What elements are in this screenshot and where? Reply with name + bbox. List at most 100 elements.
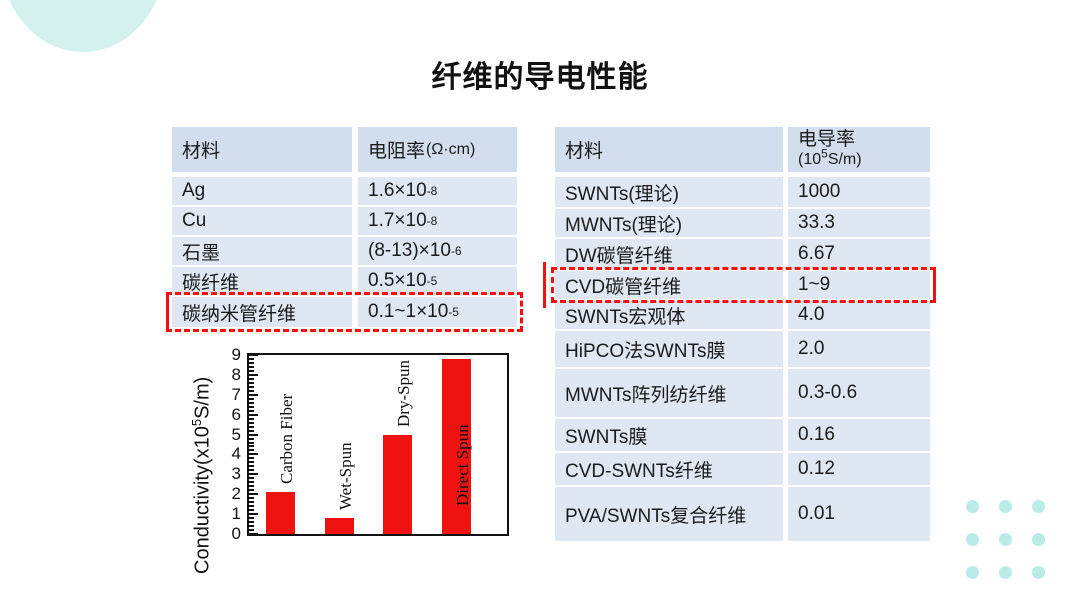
- minor-tick: [249, 417, 254, 420]
- resistivity-value-cell: (8-13)×10 -6: [358, 237, 517, 265]
- major-tick: [249, 393, 258, 396]
- resistivity-header-value: 电阻率 (Ω·cm): [358, 127, 517, 172]
- resistivity-value-cell: 0.5×10 -5: [358, 267, 517, 295]
- conductivity-value-cell: 0.01: [788, 487, 930, 541]
- major-tick: [249, 473, 258, 476]
- minor-tick: [249, 457, 254, 460]
- conductivity-material-cell: PVA/SWNTs复合纤维: [555, 487, 783, 541]
- minor-tick: [249, 397, 254, 400]
- conductivity-bar-chart: Conductivity(x105S/m) 0 1 2 3 4 5 6 7 8 9 Carbon F…: [183, 336, 528, 574]
- conductivity-value-cell: 0.16: [788, 419, 930, 451]
- y-tick-label: 7: [231, 384, 241, 404]
- conductivity-material-cell: SWNTs膜: [555, 419, 783, 451]
- decorative-dot: [1032, 500, 1045, 513]
- y-tick-label: 6: [231, 404, 241, 424]
- y-tick-label: 2: [231, 484, 241, 504]
- conductivity-value-cell: 1000: [788, 177, 930, 207]
- minor-tick: [249, 409, 254, 412]
- minor-tick: [249, 509, 254, 512]
- minor-tick: [249, 461, 254, 464]
- bar-dry-spun: [383, 434, 413, 534]
- minor-tick: [249, 469, 254, 472]
- resistivity-table-header: 材料 电阻率 (Ω·cm): [172, 127, 517, 172]
- major-tick: [249, 354, 258, 356]
- category-label: Carbon Fiber: [276, 394, 296, 485]
- resistivity-material-cell: Ag: [172, 177, 352, 205]
- resistivity-material-cell: Cu: [172, 207, 352, 235]
- conductivity-material-cell: MWNTs(理论): [555, 209, 783, 237]
- conductivity-value-cell: 4.0: [788, 301, 930, 329]
- conductivity-header-material: 材料: [555, 127, 783, 172]
- minor-tick: [249, 389, 254, 392]
- decorative-dot: [999, 533, 1012, 546]
- minor-tick: [249, 465, 254, 468]
- minor-tick: [249, 445, 254, 448]
- resistivity-header-value-unit: (Ω·cm): [426, 140, 476, 158]
- conductivity-row: CVD-SWNTs纤维 0.12: [555, 453, 930, 485]
- major-tick: [249, 413, 258, 416]
- conductivity-row: DW碳管纤维 6.67: [555, 239, 930, 269]
- conductivity-header-value-line1: 电导率: [798, 128, 856, 150]
- conductivity-material-cell: SWNTs宏观体: [555, 301, 783, 329]
- conductivity-header-value: 电导率 (105S/m): [788, 127, 930, 172]
- minor-tick: [249, 529, 254, 532]
- conductivity-value-cell: 2.0: [788, 331, 930, 367]
- conductivity-material-cell: CVD碳管纤维: [555, 271, 783, 299]
- decorative-circle-topleft: [2, 0, 164, 52]
- minor-tick: [249, 377, 254, 380]
- resistivity-value-cell: 1.7×10 -8: [358, 207, 517, 235]
- bar-wet-spun: [324, 518, 354, 534]
- minor-tick: [249, 497, 254, 500]
- conductivity-row: SWNTs(理论) 1000: [555, 177, 930, 207]
- minor-tick: [249, 489, 254, 492]
- conductivity-value-cell: 1~9: [788, 271, 930, 299]
- minor-tick: [249, 429, 254, 432]
- resistivity-row: 石墨 (8-13)×10 -6: [172, 237, 517, 265]
- y-tick-label: 9: [231, 345, 241, 364]
- minor-tick: [249, 517, 254, 520]
- major-tick: [249, 373, 258, 376]
- bar-carbon-fiber: [265, 492, 295, 534]
- resistivity-row: Ag 1.6×10 -8: [172, 177, 517, 205]
- conductivity-material-cell: MWNTs阵列纺纤维: [555, 369, 783, 417]
- resistivity-header-value-main: 电阻率: [368, 141, 426, 162]
- major-tick: [249, 513, 258, 516]
- conductivity-row: SWNTs膜 0.16: [555, 419, 930, 451]
- resistivity-table: 材料 电阻率 (Ω·cm) Ag 1.6×10 -8 Cu 1.7×10 -8 石墨 (8-1…: [172, 127, 517, 329]
- conductivity-material-cell: SWNTs(理论): [555, 177, 783, 207]
- conductivity-material-cell: HiPCO法SWNTs膜: [555, 331, 783, 367]
- minor-tick: [249, 525, 254, 528]
- decorative-dot-grid: [966, 500, 1045, 579]
- minor-tick: [249, 501, 254, 504]
- conductivity-value-cell: 0.12: [788, 453, 930, 485]
- minor-tick: [249, 357, 254, 360]
- conductivity-value-cell: 33.3: [788, 209, 930, 237]
- resistivity-header-material: 材料: [172, 127, 352, 172]
- minor-tick: [249, 441, 254, 444]
- category-label: Wet-Spun: [335, 442, 355, 511]
- resistivity-value-cell: 0.1~1×10 -5: [358, 297, 517, 327]
- minor-tick: [249, 365, 254, 368]
- minor-tick: [249, 481, 254, 484]
- resistivity-row: 碳纤维 0.5×10 -5: [172, 267, 517, 295]
- minor-tick: [249, 381, 254, 384]
- y-tick-label: 3: [231, 464, 241, 484]
- category-label: Dry-Spun: [394, 359, 414, 427]
- resistivity-material-cell: 碳纤维: [172, 267, 352, 295]
- conductivity-row: HiPCO法SWNTs膜 2.0: [555, 331, 930, 367]
- y-tick-label: 4: [231, 444, 241, 464]
- slide-title: 纤维的导电性能: [431, 61, 649, 94]
- decorative-dot: [1032, 533, 1045, 546]
- resistivity-row: Cu 1.7×10 -8: [172, 207, 517, 235]
- resistivity-row: 碳纳米管纤维 0.1~1×10 -5: [172, 297, 517, 327]
- resistivity-material-cell: 石墨: [172, 237, 352, 265]
- minor-tick: [249, 521, 254, 524]
- decorative-dot: [966, 533, 979, 546]
- conductivity-material-cell: CVD-SWNTs纤维: [555, 453, 783, 485]
- decorative-dot: [999, 500, 1012, 513]
- conductivity-row: MWNTs(理论) 33.3: [555, 209, 930, 237]
- conductivity-material-cell: DW碳管纤维: [555, 239, 783, 269]
- conductivity-row: PVA/SWNTs复合纤维 0.01: [555, 487, 930, 541]
- minor-tick: [249, 437, 254, 440]
- minor-tick: [249, 477, 254, 480]
